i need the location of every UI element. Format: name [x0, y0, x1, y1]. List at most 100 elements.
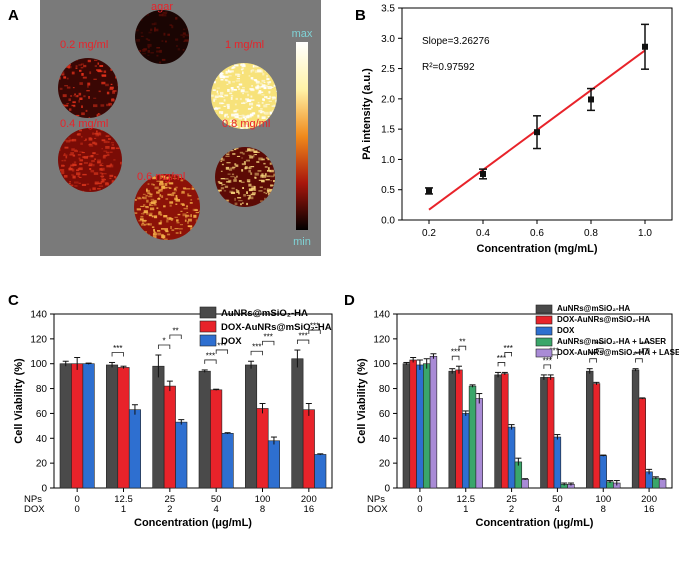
significance-label: ***	[504, 344, 513, 353]
bar	[128, 409, 141, 489]
bar	[455, 369, 463, 489]
bar	[59, 363, 72, 489]
y-tick-label: 140	[30, 310, 47, 321]
x-tick-label-dox: 2	[509, 504, 514, 515]
y-tick-label: 80	[379, 384, 391, 395]
significance-bracket	[169, 334, 182, 340]
bar	[267, 440, 280, 489]
bar	[501, 373, 509, 489]
bar	[468, 385, 477, 489]
bar	[631, 369, 640, 489]
significance-bracket	[641, 348, 650, 353]
x-tick-label-nps: 50	[552, 494, 563, 505]
panel-a-letter: A	[8, 7, 19, 24]
legend-swatch	[535, 337, 553, 347]
sample-label: 0.2 mg/ml	[60, 39, 108, 51]
sample-circle	[135, 10, 189, 64]
y-axis-label: Cell Viability (%)	[356, 358, 368, 444]
x-tick-label-dox: 0	[417, 504, 422, 515]
x-tick-label-nps: 0	[417, 494, 422, 505]
bar	[592, 383, 601, 489]
x-tick-label-dox: 0	[75, 504, 80, 515]
slope-annotation: Slope=3.26276	[422, 36, 490, 47]
legend-swatch	[535, 315, 553, 325]
y-tick-label: 40	[379, 434, 391, 445]
bar	[416, 364, 424, 489]
significance-bracket	[635, 358, 643, 363]
colorbar-max-label: max	[292, 28, 313, 40]
legend-swatch	[535, 326, 553, 336]
x-tick-label-nps: 100	[595, 494, 611, 505]
x-tick-label-dox: 16	[644, 504, 655, 515]
x-tick-label-dox: 4	[555, 504, 560, 515]
bar	[175, 421, 188, 489]
r2-annotation: R²=0.97592	[422, 62, 475, 73]
sample-texture	[134, 174, 200, 240]
colorbar-min-label: min	[293, 236, 311, 248]
significance-bracket	[308, 329, 321, 335]
bar	[546, 377, 555, 489]
sample-label: agar	[151, 1, 173, 13]
sample-label: 1 mg/ml	[225, 39, 264, 51]
y-tick-label: 20	[379, 459, 391, 470]
x-tick-label: 1.0	[638, 228, 652, 239]
bar	[221, 433, 234, 489]
legend-swatch	[199, 320, 217, 333]
significance-bracket	[497, 362, 506, 367]
bar	[302, 409, 315, 489]
bar	[658, 478, 667, 489]
x-axis-label: Concentration (μg/mL)	[134, 517, 252, 529]
bar	[402, 363, 411, 489]
data-point	[534, 129, 540, 136]
significance-label: ***	[310, 322, 319, 331]
x-tick-label-nps: 200	[641, 494, 657, 505]
panel-d-chart: 0204060801001201400012.51252504100820016…	[356, 304, 679, 529]
bar	[448, 370, 456, 489]
bar	[494, 374, 502, 489]
significance-bracket	[204, 359, 217, 364]
sample-label: 0.4 mg/ml	[60, 118, 108, 130]
significance-label: ***	[641, 340, 650, 349]
sample-label: 0.8 mg/ml	[222, 118, 270, 130]
significance-label: ***	[451, 348, 460, 357]
bar	[256, 408, 269, 489]
plot-frame	[396, 313, 673, 489]
y-tick-label: 3.0	[381, 34, 395, 45]
bar	[652, 477, 660, 489]
x-prefix-nps: NPs	[24, 494, 42, 505]
legend-label: AuNRs@mSiO₂-HA	[221, 308, 308, 319]
legend-label: DOX	[557, 326, 575, 335]
y-tick-label: 40	[36, 434, 48, 445]
significance-bracket	[543, 364, 552, 369]
significance-bracket	[504, 352, 512, 357]
y-tick-label: 2.0	[381, 94, 395, 105]
significance-bracket	[451, 355, 460, 361]
significance-label: ***	[206, 351, 215, 360]
bar	[198, 370, 211, 489]
y-tick-label: 0	[41, 484, 47, 495]
panel-c-letter: C	[8, 292, 19, 309]
bar	[599, 455, 607, 489]
significance-label: ***	[588, 350, 597, 359]
legend-label: AuNRs@mSiO₂-HA + LASER	[557, 337, 666, 346]
bar	[462, 413, 470, 489]
bar	[152, 365, 165, 489]
x-tick-label-nps: 25	[165, 494, 176, 505]
x-prefix-dox: DOX	[367, 504, 388, 515]
significance-label: **	[459, 338, 465, 347]
legend-swatch	[199, 334, 217, 347]
y-tick-label: 120	[373, 334, 390, 345]
x-tick-label-nps: 200	[301, 494, 317, 505]
bar	[553, 436, 562, 489]
plot-frame	[53, 313, 333, 489]
x-tick-label: 0.4	[476, 228, 490, 239]
bar	[106, 364, 119, 489]
data-point	[588, 96, 594, 103]
x-tick-label-nps: 100	[255, 494, 271, 505]
x-tick-label-dox: 8	[601, 504, 606, 515]
y-tick-label: 100	[373, 359, 390, 370]
panel-b-letter: B	[355, 7, 366, 24]
significance-bracket	[215, 349, 229, 354]
significance-bracket	[262, 340, 275, 346]
significance-bracket	[157, 344, 171, 350]
